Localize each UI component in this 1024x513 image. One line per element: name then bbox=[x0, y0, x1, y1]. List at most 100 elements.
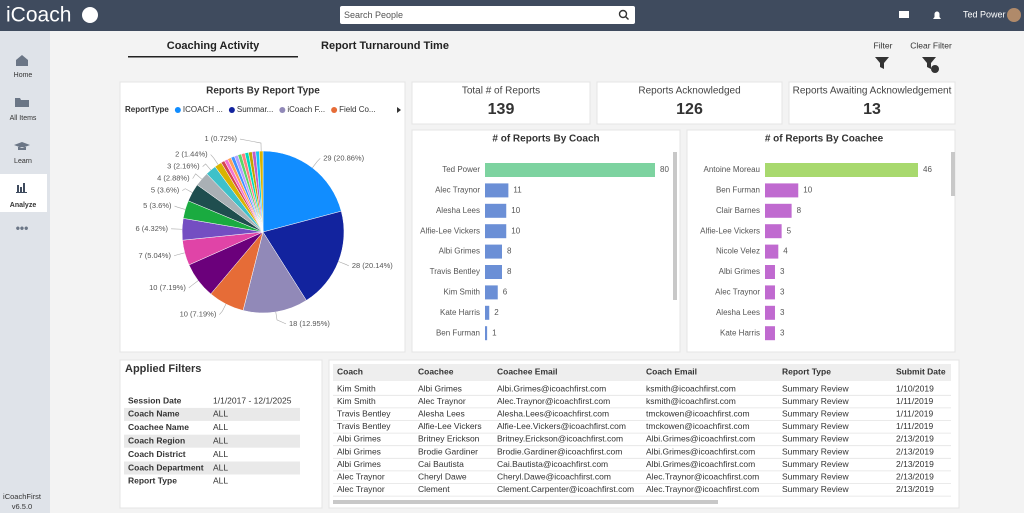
bar[interactable] bbox=[765, 326, 775, 341]
cell: Travis Bentley bbox=[337, 408, 391, 418]
search-box[interactable] bbox=[340, 6, 635, 24]
legend-label: iCoach F... bbox=[287, 105, 325, 114]
bar[interactable] bbox=[765, 203, 792, 218]
scrollbar[interactable] bbox=[673, 152, 677, 300]
category-label: Alfie-Lee Vickers bbox=[420, 226, 480, 235]
nav-label[interactable]: Learn bbox=[14, 158, 32, 165]
bar[interactable] bbox=[765, 265, 775, 279]
pie-slice bbox=[262, 150, 342, 233]
column-header[interactable]: Coachee bbox=[418, 366, 454, 376]
cell: Albi.Grimes@icoachfirst.com bbox=[497, 383, 606, 393]
column-header[interactable]: Coach Email bbox=[646, 366, 697, 376]
data-label: 3 (2.16%) bbox=[167, 162, 200, 171]
bar[interactable] bbox=[485, 285, 498, 300]
cell: Kim Smith bbox=[337, 396, 376, 406]
cell: 1/11/2019 bbox=[896, 408, 933, 418]
legend-swatch bbox=[331, 107, 338, 113]
cell: Cheryl.Dawe@icoachfirst.com bbox=[497, 471, 611, 481]
bar[interactable] bbox=[765, 163, 918, 177]
data-label: 29 (20.86%) bbox=[323, 153, 364, 162]
filter-value: ALL bbox=[213, 409, 228, 419]
bar[interactable] bbox=[485, 305, 490, 320]
scrollbar[interactable] bbox=[333, 500, 718, 504]
data-label: 3 bbox=[780, 267, 785, 276]
nav-label[interactable]: All Items bbox=[10, 115, 37, 122]
cell: Cai.Bautista@icoachfirst.com bbox=[497, 459, 608, 469]
filter-value: ALL bbox=[213, 462, 228, 472]
bar[interactable] bbox=[765, 183, 799, 198]
bar[interactable] bbox=[485, 163, 655, 177]
legend-next[interactable] bbox=[397, 107, 401, 113]
bell-icon[interactable] bbox=[933, 11, 941, 20]
bar[interactable] bbox=[485, 224, 507, 239]
kpi-value: 126 bbox=[676, 101, 703, 118]
clear-filter-button[interactable]: Clear Filter bbox=[910, 40, 952, 50]
clear-filter-icon[interactable] bbox=[922, 57, 936, 69]
bar[interactable] bbox=[765, 244, 779, 259]
cell: Summary Review bbox=[782, 383, 849, 393]
cell: Brodie.Gardiner@icoachfirst.com bbox=[497, 446, 622, 456]
bar[interactable] bbox=[765, 305, 775, 320]
data-label: 28 (20.14%) bbox=[352, 261, 393, 270]
filter-name: Coach District bbox=[128, 449, 186, 459]
bar[interactable] bbox=[485, 183, 509, 198]
bar[interactable] bbox=[765, 224, 782, 239]
kpi-label: Total # of Reports bbox=[462, 86, 540, 97]
column-header[interactable]: Coach bbox=[337, 366, 363, 376]
cell: Kim Smith bbox=[337, 383, 376, 393]
column-header[interactable]: Submit Date bbox=[896, 366, 946, 376]
cell: Albi.Grimes@icoachfirst.com bbox=[646, 459, 755, 469]
cell: Summary Review bbox=[782, 484, 849, 494]
filter-button[interactable]: Filter bbox=[874, 40, 893, 50]
filter-name: Coach Region bbox=[128, 435, 185, 445]
avatar[interactable] bbox=[1007, 8, 1021, 22]
cell: Clement bbox=[418, 484, 450, 494]
cell: Summary Review bbox=[782, 408, 849, 418]
data-label: 8 bbox=[507, 267, 512, 276]
cell: Albi Grimes bbox=[337, 434, 381, 444]
category-label: Ben Furman bbox=[436, 328, 480, 337]
legend-swatch bbox=[279, 107, 286, 113]
category-label: Travis Bentley bbox=[430, 267, 480, 276]
nav-label[interactable]: Analyze bbox=[10, 202, 37, 209]
scrollbar[interactable] bbox=[951, 152, 955, 196]
bar[interactable] bbox=[485, 326, 488, 341]
row-stripe bbox=[124, 407, 300, 421]
search-icon[interactable] bbox=[618, 9, 629, 20]
bar[interactable] bbox=[485, 244, 502, 259]
tab-active[interactable]: Coaching Activity bbox=[167, 40, 260, 52]
bar[interactable] bbox=[765, 285, 775, 300]
category-label: Alfie-Lee Vickers bbox=[700, 226, 760, 235]
data-label: 1 (0.72%) bbox=[204, 134, 237, 143]
kpi-label: Reports Awaiting Acknowledgement bbox=[793, 86, 952, 97]
column-header[interactable]: Report Type bbox=[782, 366, 831, 376]
cell: Albi Grimes bbox=[418, 383, 462, 393]
home-icon bbox=[16, 55, 28, 66]
cell: 1/11/2019 bbox=[896, 421, 933, 431]
category-label: Kate Harris bbox=[440, 308, 480, 317]
kpi-card bbox=[596, 81, 783, 125]
filter-icon[interactable] bbox=[875, 57, 889, 69]
nav-label[interactable]: Home bbox=[14, 72, 33, 79]
version: v6.5.0 bbox=[12, 502, 32, 511]
leader-line bbox=[188, 280, 199, 289]
leader-line bbox=[173, 252, 185, 257]
user-name[interactable]: Ted Power bbox=[963, 9, 1006, 19]
cell: 1/10/2019 bbox=[896, 383, 934, 393]
data-label: 10 bbox=[511, 226, 520, 235]
filters-panel bbox=[119, 359, 323, 509]
column-header[interactable]: Coachee Email bbox=[497, 366, 557, 376]
filter-name: Coach Department bbox=[128, 462, 204, 472]
pie-slice bbox=[262, 210, 345, 301]
cell: Alec Traynor bbox=[337, 484, 385, 494]
data-label: 6 (4.32%) bbox=[136, 224, 169, 233]
data-label: 5 bbox=[787, 226, 792, 235]
data-label: 18 (12.95%) bbox=[289, 319, 330, 328]
data-label: 3 bbox=[780, 288, 785, 297]
mail-icon[interactable] bbox=[899, 11, 909, 18]
bar[interactable] bbox=[485, 203, 507, 218]
bar[interactable] bbox=[485, 265, 502, 279]
tab[interactable]: Report Turnaround Time bbox=[321, 40, 449, 52]
more-icon[interactable]: ••• bbox=[16, 221, 29, 235]
